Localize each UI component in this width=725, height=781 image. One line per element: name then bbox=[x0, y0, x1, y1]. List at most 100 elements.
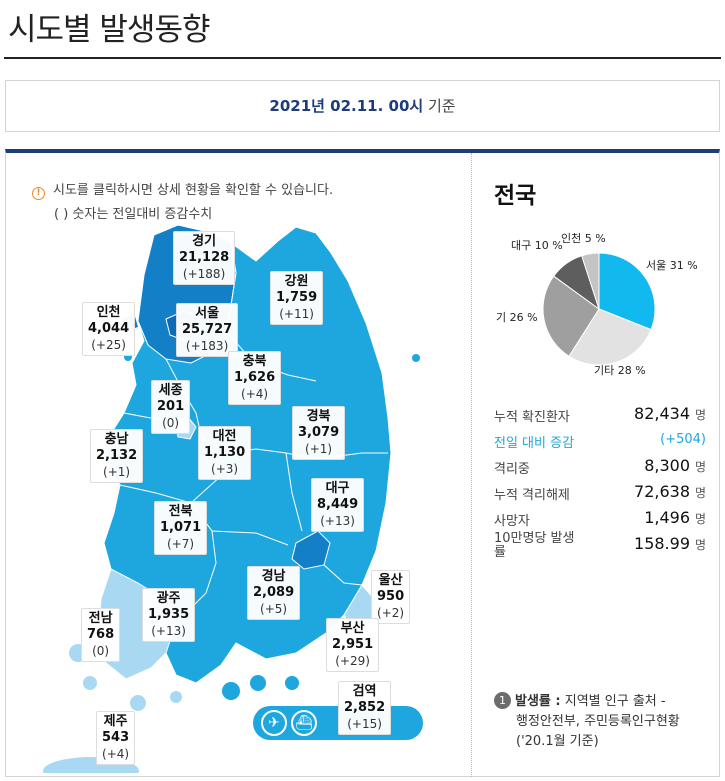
stat-value: 1,496 bbox=[644, 508, 690, 527]
region-name: 제주 bbox=[103, 714, 128, 729]
region-name: 대전 bbox=[212, 429, 237, 444]
stat-value: (+504) bbox=[660, 432, 706, 447]
date-text: 2021년 02.11. 00시 bbox=[269, 97, 424, 115]
pie-label: 대구 10 % bbox=[511, 239, 563, 252]
incidence-footnote: 1 발생률 : 지역별 인구 출처 - 행정안전부, 주민등록인구현황 ('20.… bbox=[494, 692, 709, 752]
notice-line1: 시도를 클릭하시면 상세 현황을 확인할 수 있습니다. bbox=[53, 183, 334, 198]
region-name: 충남 bbox=[104, 432, 129, 447]
region-busan[interactable]: 부산 2,951 (+29) bbox=[326, 618, 380, 672]
south-island bbox=[250, 675, 266, 691]
panel-divider bbox=[471, 153, 472, 777]
region-diff: (+13) bbox=[151, 624, 186, 638]
region-count: 1,130 bbox=[204, 445, 246, 460]
stat-label: 누적 격리해제 bbox=[494, 488, 570, 503]
region-name: 검역 bbox=[352, 684, 377, 699]
region-count: 1,759 bbox=[276, 290, 318, 305]
region-count: 25,727 bbox=[182, 322, 233, 337]
region-count: 2,852 bbox=[344, 700, 386, 715]
title-divider bbox=[4, 57, 721, 59]
region-diff: (+2) bbox=[377, 606, 405, 620]
stat-label: 사망자 bbox=[494, 514, 530, 529]
stat-unit: 명 bbox=[694, 408, 706, 422]
region-count: 8,449 bbox=[317, 497, 359, 512]
page-title: 시도별 발생동향 bbox=[8, 12, 210, 48]
region-count: 21,128 bbox=[179, 250, 230, 265]
region-count: 1,071 bbox=[160, 520, 202, 535]
footnote-number: 1 bbox=[494, 692, 511, 709]
region-daejeon[interactable]: 대전 1,130 (+3) bbox=[198, 426, 252, 480]
region-diff: (+7) bbox=[167, 537, 195, 551]
stat-unit: 명 bbox=[694, 486, 706, 500]
national-title: 전국 bbox=[494, 183, 537, 209]
region-gwangju[interactable]: 광주 1,935 (+13) bbox=[142, 588, 196, 642]
region-diff: (+4) bbox=[241, 387, 269, 401]
notice-line2: ( ) 숫자는 전일대비 증감수치 bbox=[54, 207, 213, 222]
footnote-text: 지역별 인구 출처 - bbox=[564, 694, 666, 709]
region-sejong[interactable]: 세종 201 (0) bbox=[151, 380, 191, 434]
region-diff: (+15) bbox=[347, 717, 382, 731]
region-count: 950 bbox=[377, 589, 405, 604]
stat-label: 전일 대비 증감 bbox=[494, 436, 575, 451]
pie-slice-기타 bbox=[568, 308, 652, 366]
region-count: 543 bbox=[102, 730, 130, 745]
region-jeonnam[interactable]: 전남 768 (0) bbox=[81, 608, 121, 662]
info-icon: ! bbox=[32, 187, 45, 200]
region-diff: (+13) bbox=[320, 514, 355, 528]
region-chungnam[interactable]: 충남 2,132 (+1) bbox=[90, 429, 144, 483]
region-count: 3,079 bbox=[298, 425, 340, 440]
region-seoul[interactable]: 서울 25,727 (+183) bbox=[176, 303, 239, 357]
stat-incidence-rate: 10만명당 발생률 158.99 명 bbox=[494, 532, 706, 566]
stat-value: 8,300 bbox=[644, 456, 690, 475]
national-pie-chart bbox=[542, 252, 656, 366]
stat-label: 10만명당 발생률 bbox=[494, 531, 575, 560]
stat-unit: 명 bbox=[694, 538, 706, 552]
region-count: 1,626 bbox=[234, 370, 276, 385]
map-notice: ! 시도를 클릭하시면 상세 현황을 확인할 수 있습니다. ( ) 숫자는 전일… bbox=[32, 179, 333, 222]
footnote-basis: ('20.1월 기준) bbox=[516, 734, 599, 749]
region-name: 경기 bbox=[192, 234, 217, 249]
region-diff: (+183) bbox=[185, 339, 229, 353]
stat-isolated: 격리중 8,300 명 bbox=[494, 454, 706, 480]
region-diff: (+29) bbox=[335, 654, 370, 668]
southwest-island bbox=[83, 676, 97, 690]
region-gangwon[interactable]: 강원 1,759 (+11) bbox=[270, 271, 324, 325]
region-diff: (+11) bbox=[279, 307, 314, 321]
region-name: 강원 bbox=[284, 274, 309, 289]
stat-unit: 명 bbox=[694, 460, 706, 474]
region-chungbuk[interactable]: 충북 1,626 (+4) bbox=[228, 351, 282, 405]
region-name: 울산 bbox=[378, 573, 403, 588]
stat-deaths: 사망자 1,496 명 bbox=[494, 506, 706, 532]
region-jeju[interactable]: 제주 543 (+4) bbox=[96, 711, 136, 765]
region-diff: (+1) bbox=[305, 442, 333, 456]
plane-icon: ✈ bbox=[261, 710, 287, 736]
region-name: 서울 bbox=[195, 306, 220, 321]
pie-slice-서울 bbox=[598, 252, 656, 331]
region-gyeongbuk[interactable]: 경북 3,079 (+1) bbox=[292, 406, 346, 460]
region-count: 2,132 bbox=[96, 448, 138, 463]
region-daegu[interactable]: 대구 8,449 (+13) bbox=[311, 478, 365, 532]
region-incheon[interactable]: 인천 4,044 (+25) bbox=[82, 302, 136, 356]
stat-label: 누적 확진환자 bbox=[494, 410, 570, 425]
region-gyeongnam[interactable]: 경남 2,089 (+5) bbox=[247, 566, 301, 620]
region-name: 광주 bbox=[156, 591, 181, 606]
region-count: 1,935 bbox=[148, 607, 190, 622]
region-count: 768 bbox=[87, 627, 115, 642]
footnote-term: 발생률 : bbox=[515, 694, 561, 709]
southwest-island bbox=[170, 691, 182, 703]
region-quarantine[interactable]: 검역 2,852 (+15) bbox=[338, 681, 392, 735]
region-name: 전남 bbox=[88, 611, 113, 626]
region-jeonbuk[interactable]: 전북 1,071 (+7) bbox=[154, 501, 208, 555]
region-diff: (+1) bbox=[103, 465, 131, 479]
region-count: 2,951 bbox=[332, 637, 374, 652]
stat-label: 격리중 bbox=[494, 462, 530, 477]
region-count: 4,044 bbox=[88, 321, 130, 336]
national-stats: 누적 확진환자 82,434 명 전일 대비 증감 (+504) 격리중 8,3… bbox=[494, 402, 706, 566]
region-gyeonggi[interactable]: 경기 21,128 (+188) bbox=[173, 231, 236, 285]
region-diff: (0) bbox=[92, 644, 110, 658]
region-ulsan[interactable]: 울산 950 (+2) bbox=[371, 570, 411, 624]
status-panel: ! 시도를 클릭하시면 상세 현황을 확인할 수 있습니다. ( ) 숫자는 전일… bbox=[5, 149, 720, 777]
stat-cumulative-confirmed: 누적 확진환자 82,434 명 bbox=[494, 402, 706, 428]
ulleung-island bbox=[412, 354, 420, 362]
region-name: 전북 bbox=[168, 504, 193, 519]
pie-label: 인천 5 % bbox=[561, 232, 606, 245]
